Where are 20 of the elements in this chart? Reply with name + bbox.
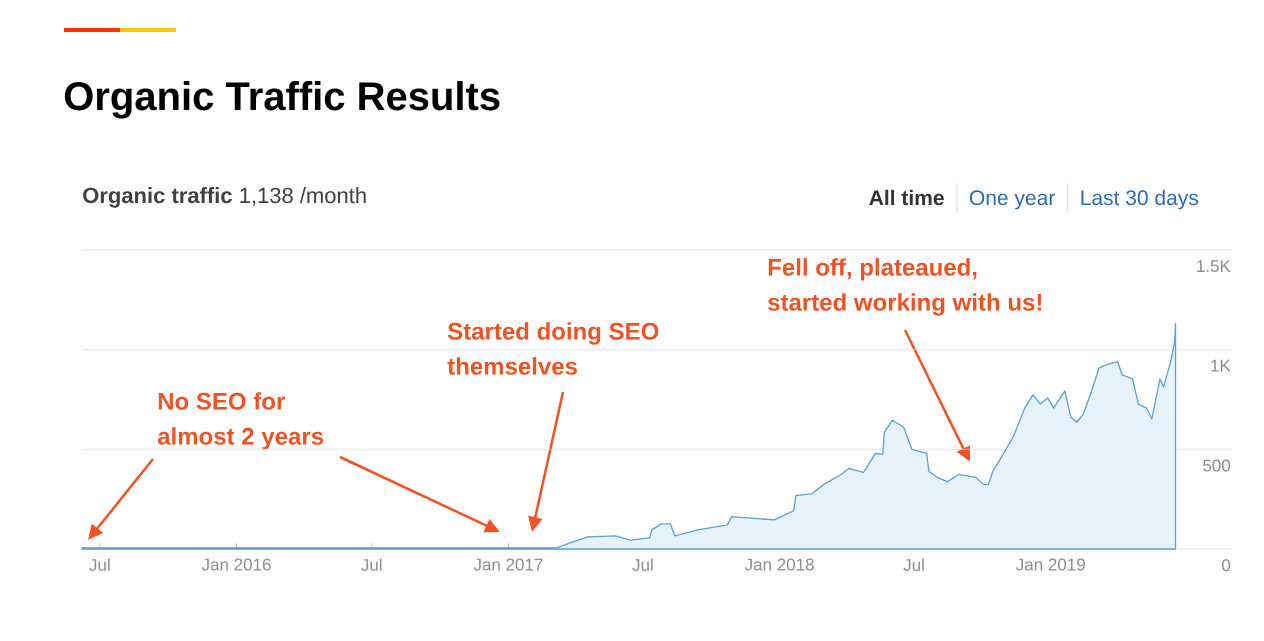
x-tick-label: Jan 2017 (473, 558, 543, 571)
x-tick-label: Jul (361, 558, 382, 572)
chart-subtitle: Organic traffic 1,138 /month (83, 187, 366, 208)
y-tick-label: 0 (1222, 559, 1231, 572)
text: One year (969, 190, 1055, 210)
annotation: Started doing SEO themselves (447, 322, 659, 375)
x-tick-label: Jul (903, 558, 924, 572)
x-tick-label: Jan 2016 (201, 558, 271, 571)
text: All time (869, 189, 944, 206)
annotation: Fell off, plateaued, started working with us! (768, 258, 1042, 316)
annotation: No SEO for almost 2 years (157, 392, 324, 450)
x-tick-label: Jul (89, 558, 110, 572)
chart-title: Organic Traffic Results (64, 81, 500, 119)
x-tick-label: Jan 2018 (744, 558, 814, 571)
text: Last 30 days (1081, 189, 1199, 210)
x-tick-label: Jul (632, 558, 653, 572)
y-tick-label: 1K (1211, 359, 1231, 372)
x-tick-label: Jan 2019 (1016, 558, 1085, 571)
y-tick-label: 500 (1203, 459, 1231, 472)
y-tick-label: 1.5K (1197, 260, 1231, 273)
